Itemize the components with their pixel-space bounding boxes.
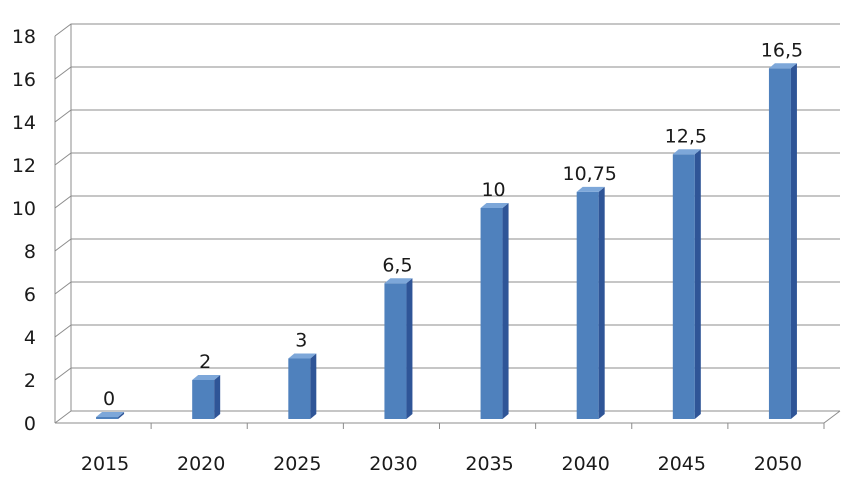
bar-front — [96, 417, 119, 419]
x-tick-label: 2045 — [658, 453, 706, 475]
y-tick-label: 0 — [24, 413, 36, 435]
data-label: 2 — [199, 351, 211, 373]
x-tick-label: 2035 — [465, 453, 513, 475]
x-tick-label: 2030 — [369, 453, 417, 475]
bar-top — [768, 63, 797, 69]
labels: 0 2 4 6 8 10 12 14 16 18 0 2015 2 2020 3 2025 6,5 2030 10 2… — [12, 26, 803, 475]
x-tick-label: 2040 — [562, 453, 610, 475]
data-label: 12,5 — [665, 125, 707, 147]
bar-top — [384, 278, 413, 284]
gridline-8 — [54, 238, 840, 252]
data-label: 10 — [481, 179, 505, 201]
bar-2015 — [96, 412, 125, 419]
bar-side — [790, 63, 797, 419]
bar-front — [288, 358, 311, 419]
bar-side — [406, 278, 413, 419]
bar-top — [480, 203, 509, 208]
gridline-6 — [54, 281, 840, 295]
x-tick-label: 2050 — [754, 453, 802, 475]
bar-2035 — [480, 203, 509, 419]
x-tick-label: 2015 — [81, 453, 129, 475]
gridline-18 — [54, 23, 840, 37]
y-tick-label: 6 — [24, 284, 36, 306]
gridline-2 — [54, 367, 840, 381]
y-tick-label: 4 — [24, 327, 36, 349]
bar-2045 — [672, 149, 701, 419]
bar-2020 — [192, 375, 221, 419]
y-tick-label: 14 — [12, 112, 36, 134]
bar-top — [192, 375, 221, 380]
bar-top — [576, 186, 605, 192]
bar-side — [598, 186, 605, 419]
axes — [54, 24, 841, 429]
x-tick-label: 2025 — [273, 453, 321, 475]
bar-side — [310, 353, 317, 419]
gridline-12 — [54, 152, 840, 166]
y-tick-label: 2 — [24, 370, 36, 392]
y-tick-label: 8 — [24, 241, 36, 263]
bar-side — [118, 412, 125, 419]
y-tick-label: 10 — [12, 198, 36, 220]
gridlines — [54, 23, 840, 424]
bar-front — [576, 191, 599, 419]
bar-2040 — [576, 186, 605, 419]
x-axis-line — [55, 410, 841, 424]
y-tick-label: 16 — [12, 69, 36, 91]
bar-front — [768, 68, 791, 419]
data-label: 10,75 — [562, 163, 616, 185]
gridline-14 — [54, 109, 840, 123]
bar-side — [502, 203, 509, 419]
bar-front — [384, 283, 407, 419]
gridline-4 — [54, 324, 840, 338]
bar-top — [672, 149, 701, 155]
y-tick-label: 12 — [12, 155, 36, 177]
bars — [96, 63, 797, 419]
data-label: 6,5 — [382, 254, 412, 276]
bar-side — [214, 375, 221, 419]
bar-front — [192, 380, 215, 419]
data-label: 16,5 — [761, 39, 803, 61]
bar-front — [672, 154, 695, 419]
y-tick-label: 18 — [12, 26, 36, 48]
data-label: 0 — [103, 388, 115, 410]
data-label: 3 — [295, 330, 307, 352]
gridline-10 — [54, 195, 840, 209]
bar-2050 — [768, 63, 797, 419]
bar-2025 — [288, 353, 317, 419]
bar-side — [694, 149, 701, 419]
bar-top — [288, 353, 317, 359]
gridline-16 — [54, 66, 840, 80]
bar-front — [480, 208, 503, 419]
bar-top — [96, 412, 125, 417]
x-tick-label: 2020 — [177, 453, 225, 475]
gridline-0 — [54, 410, 840, 424]
bar-2030 — [384, 278, 413, 419]
